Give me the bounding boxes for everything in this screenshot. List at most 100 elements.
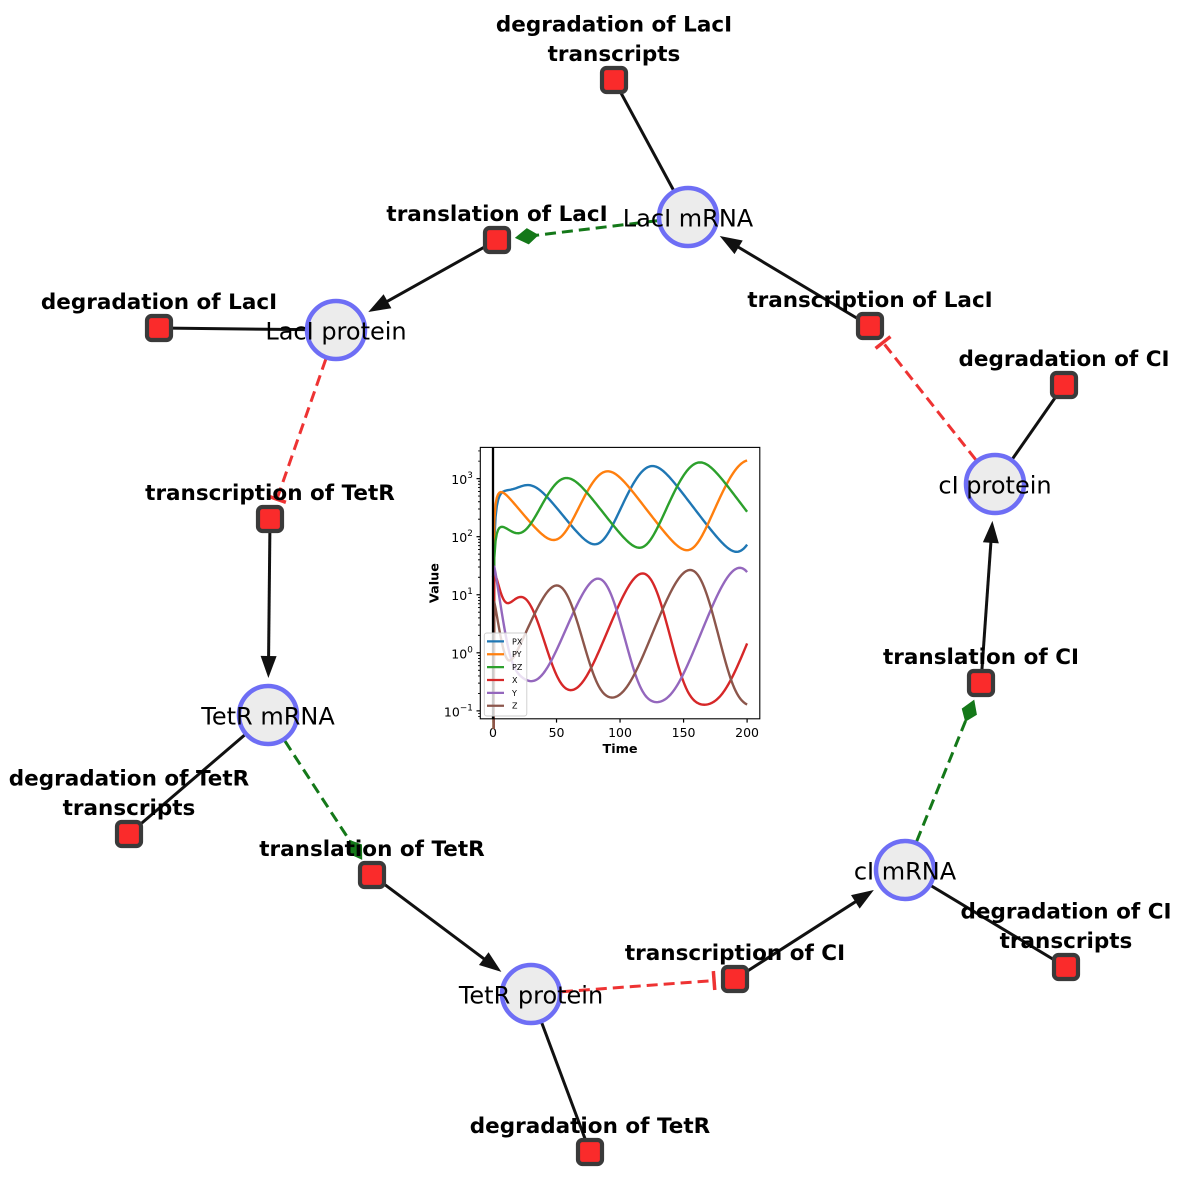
- edge-PX-deg_PX: [158, 326, 307, 332]
- modifier-edge-line: [534, 219, 658, 237]
- reaction-label: transcripts: [548, 42, 681, 67]
- inhibition-tee-icon: [267, 494, 287, 504]
- arrowhead-icon: [982, 520, 999, 544]
- reaction-node-tl_X: [482, 225, 512, 255]
- arrowhead-icon: [368, 294, 392, 312]
- species-node-PX: [304, 298, 368, 362]
- reaction-node-deg_Z: [1051, 952, 1081, 982]
- species-node-PY: [499, 962, 563, 1026]
- x-tick-label: 150: [672, 725, 696, 740]
- reaction-label: degradation of LacI: [496, 13, 732, 38]
- modifier-arrowhead-icon: [514, 228, 539, 245]
- species-label: cI protein: [938, 472, 1051, 500]
- y-tick-label: 102: [451, 529, 473, 545]
- x-tick-label: 50: [549, 725, 565, 740]
- x-tick-label: 0: [489, 725, 497, 740]
- reaction-label: transcripts: [1000, 929, 1133, 954]
- series-line-PZ: [492, 461, 749, 729]
- series-line-PX: [492, 464, 749, 729]
- product-edge-line: [371, 873, 488, 963]
- reactant-edge-line: [929, 884, 1067, 969]
- reaction-label: degradation of CI: [961, 900, 1172, 925]
- x-axis-label: Time: [602, 742, 637, 757]
- arrowhead-icon: [851, 889, 874, 909]
- edge-ts_Z-Z: [734, 889, 874, 981]
- reaction-label: transcription of LacI: [747, 288, 992, 313]
- reaction-label: degradation of TetR: [9, 767, 250, 792]
- species-label: cI mRNA: [854, 858, 957, 886]
- modifier-arrowhead-icon: [961, 699, 977, 722]
- reaction-node-tl_Y: [357, 860, 387, 890]
- reactant-edge-line: [540, 1021, 592, 1153]
- series-line-PY: [492, 459, 748, 729]
- reaction-label: translation of CI: [883, 645, 1079, 670]
- edge-Z-deg_Z: [929, 884, 1067, 969]
- edge-tl_Z-PZ: [979, 520, 999, 684]
- product-edge-line: [734, 243, 871, 328]
- edge-PY-ts_Z: [561, 970, 717, 994]
- edge-ts_X-X: [719, 236, 871, 328]
- edge-PZ-ts_X: [874, 335, 977, 461]
- edge-X-tl_X: [514, 219, 658, 245]
- product-edge-line: [383, 238, 498, 305]
- edges-layer: [128, 79, 1067, 1153]
- x-tick-label: 200: [735, 725, 759, 740]
- species-label: TetR mRNA: [200, 703, 335, 731]
- reaction-label: degradation of TetR: [470, 1114, 711, 1139]
- edge-ts_Y-Y: [260, 518, 277, 679]
- reaction-node-ts_X: [855, 311, 885, 341]
- reaction-node-deg_PZ: [1049, 370, 1079, 400]
- reaction-node-deg_X: [599, 65, 629, 95]
- legend-entry-label: PX: [512, 637, 523, 646]
- legend-entry-label: Z: [512, 702, 518, 711]
- y-axis-label: Value: [428, 563, 443, 603]
- legend-entry-label: X: [512, 676, 518, 685]
- reaction-label: degradation of LacI: [41, 290, 277, 315]
- reaction-label: transcription of CI: [625, 941, 845, 966]
- legend-entry-label: Y: [511, 689, 517, 698]
- labels-layer: degradation of LacI transcripts translatio…: [9, 13, 1172, 1140]
- product-edge-line: [734, 898, 860, 981]
- reaction-node-tl_Z: [966, 668, 996, 698]
- reactant-edge-line: [158, 326, 307, 332]
- inhibition-edge-line: [561, 979, 715, 994]
- product-edge-line: [979, 538, 993, 684]
- inhibition-edge-line: [275, 358, 328, 500]
- edge-tl_Y-PY: [371, 873, 502, 972]
- species-label: LacI mRNA: [623, 205, 754, 233]
- species-node-PZ: [963, 452, 1027, 516]
- reaction-node-deg_PY: [575, 1137, 605, 1167]
- modifier-arrowhead-icon: [348, 839, 363, 860]
- reaction-label: transcription of TetR: [145, 481, 395, 506]
- series-line-Y: [491, 565, 748, 704]
- edge-PY-deg_PY: [540, 1021, 592, 1153]
- species-label: TetR protein: [458, 982, 603, 1010]
- arrowhead-icon: [478, 952, 502, 972]
- reaction-label: translation of TetR: [259, 837, 485, 862]
- chart-legend: PX PY PZ XYZ: [483, 632, 528, 717]
- edge-PX-ts_Y: [267, 358, 328, 504]
- reaction-node-ts_Y: [255, 504, 285, 534]
- reaction-node-ts_Z: [720, 964, 750, 994]
- reaction-label: degradation of CI: [959, 347, 1170, 372]
- edge-tl_X-PX: [368, 238, 498, 312]
- x-tick-label: 100: [608, 725, 632, 740]
- inhibition-tee-icon: [874, 335, 892, 350]
- reaction-node-deg_PX: [144, 313, 174, 343]
- series-layer: [491, 459, 749, 729]
- arrowhead-icon: [719, 236, 743, 255]
- reactant-edge-line: [128, 733, 247, 836]
- modifier-edge-line: [283, 740, 353, 844]
- edge-Y-deg_Y: [128, 733, 247, 836]
- legend-entry-label: PY: [512, 650, 522, 659]
- axes-spines: [479, 446, 761, 720]
- nodes-layer: [114, 65, 1081, 1167]
- edge-X-deg_X: [612, 79, 676, 192]
- reaction-label: transcripts: [63, 796, 196, 821]
- reaction-label: translation of LacI: [386, 202, 607, 227]
- y-tick-label: 10−1: [444, 703, 473, 719]
- edge-Z-tl_Z: [915, 699, 977, 842]
